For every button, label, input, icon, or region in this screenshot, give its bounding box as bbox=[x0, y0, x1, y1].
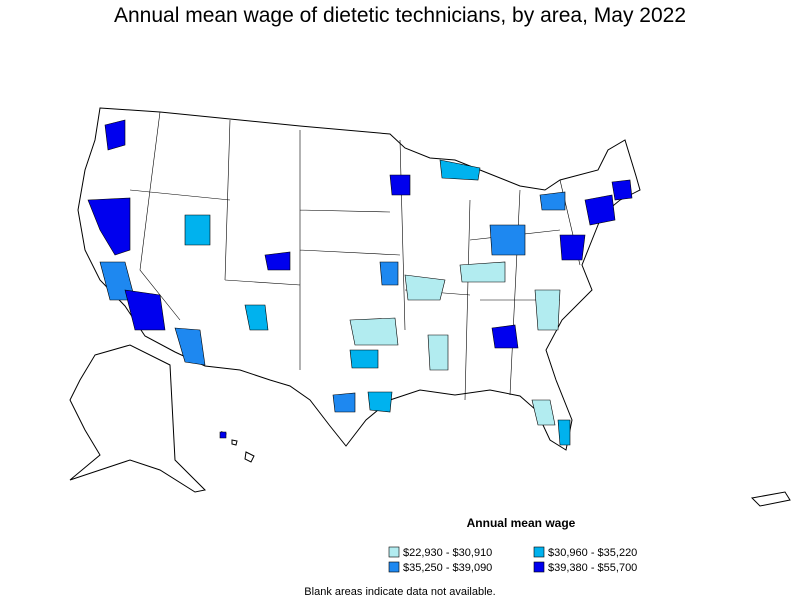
wage-area bbox=[491, 324, 519, 349]
wage-area bbox=[87, 197, 131, 256]
wage-area bbox=[531, 399, 556, 426]
wage-area bbox=[349, 317, 399, 346]
legend-swatch bbox=[533, 546, 545, 558]
legend-label: $22,930 - $30,910 bbox=[403, 547, 492, 559]
wage-area bbox=[427, 334, 449, 371]
wage-area bbox=[539, 191, 566, 211]
wage-area bbox=[439, 159, 481, 181]
wage-area bbox=[379, 261, 399, 286]
legend-label: $35,250 - $39,090 bbox=[403, 562, 492, 574]
legend: $22,930 - $30,910 $30,960 - $35,220 $35,… bbox=[388, 546, 637, 574]
wage-area bbox=[264, 251, 291, 271]
wage-area bbox=[611, 179, 633, 201]
wage-area bbox=[534, 289, 561, 331]
wage-area bbox=[489, 224, 526, 256]
wage-area bbox=[104, 119, 126, 151]
wage-area bbox=[244, 304, 269, 331]
wage-area bbox=[459, 261, 506, 283]
legend-label: $39,380 - $55,700 bbox=[548, 562, 637, 574]
puerto-rico bbox=[750, 491, 791, 507]
map-title: Annual mean wage of dietetic technicians… bbox=[114, 4, 686, 27]
hawaii bbox=[221, 430, 255, 463]
wage-area bbox=[349, 349, 379, 369]
wage-area bbox=[367, 391, 393, 413]
wage-area bbox=[184, 214, 211, 246]
legend-label: $30,960 - $35,220 bbox=[548, 547, 637, 559]
legend-swatch bbox=[388, 546, 400, 558]
map bbox=[69, 107, 791, 507]
wage-area bbox=[124, 289, 166, 331]
wage-area bbox=[584, 194, 616, 226]
wage-area bbox=[219, 431, 227, 439]
legend-swatch bbox=[388, 561, 400, 573]
wage-area bbox=[404, 274, 446, 301]
legend-title: Annual mean wage bbox=[467, 516, 576, 530]
wage-area bbox=[332, 392, 356, 413]
legend-swatch bbox=[533, 561, 545, 573]
wage-area bbox=[557, 419, 571, 446]
alaska bbox=[69, 344, 207, 493]
footnote: Blank areas indicate data not available. bbox=[304, 586, 495, 598]
wage-area bbox=[559, 234, 586, 261]
wage-area bbox=[174, 327, 206, 366]
wage-area bbox=[389, 174, 411, 196]
